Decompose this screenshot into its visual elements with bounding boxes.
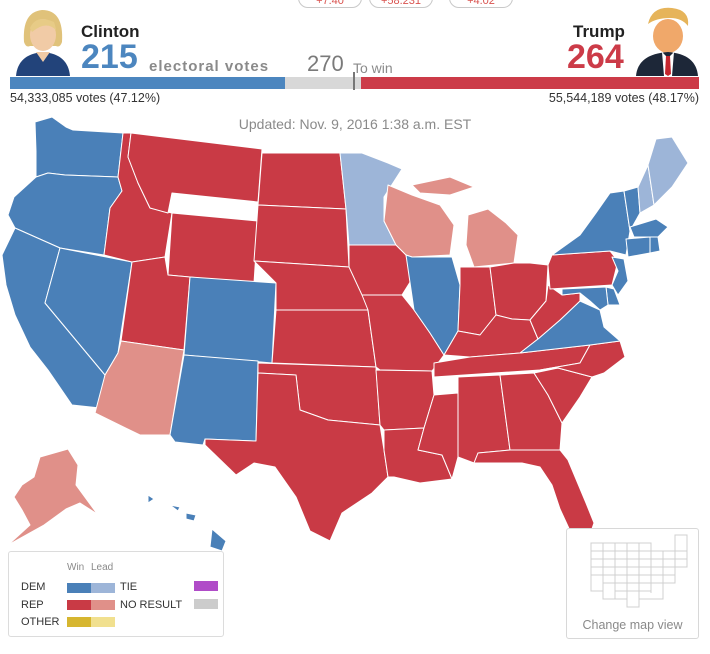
legend-no-result-label: NO RESULT	[120, 599, 183, 611]
state-MN[interactable]	[339, 152, 403, 246]
electoral-votes-label: electoral votes	[149, 58, 270, 75]
legend-dem-label: DEM	[21, 581, 46, 593]
uncalled-bar	[285, 77, 361, 89]
state-WY[interactable]	[167, 212, 259, 284]
state-KS[interactable]	[271, 309, 377, 368]
state-NJ[interactable]	[611, 256, 629, 296]
state-NM[interactable]	[169, 354, 259, 446]
threshold-number: 270	[307, 51, 344, 76]
legend-other-lead-swatch	[91, 617, 115, 627]
state-MI[interactable]	[411, 176, 519, 268]
threshold-marker	[353, 72, 355, 90]
legend-tie-label: TIE	[120, 581, 138, 593]
state-SD[interactable]	[253, 204, 350, 268]
state-RI[interactable]	[649, 236, 661, 254]
map-legend: Win Lead DEM REP OTHER TIE NO RESULT	[8, 551, 224, 637]
legend-rep-label: REP	[21, 599, 44, 611]
state-MD[interactable]	[561, 286, 609, 311]
trump-electoral-votes: 264	[567, 38, 624, 76]
us-electoral-map	[1, 116, 689, 552]
updated-timestamp: Updated: Nov. 9, 2016 1:38 a.m. EST	[238, 116, 472, 132]
top-pill-2[interactable]: +58.231	[369, 0, 433, 8]
clinton-electoral-votes: 215	[81, 38, 138, 76]
threshold-label: To win	[353, 60, 393, 76]
state-NC[interactable]	[539, 340, 626, 378]
top-pill-3[interactable]: +4.02	[449, 0, 513, 8]
legend-no-result-swatch	[194, 599, 218, 609]
change-map-view-button[interactable]: Change map view	[566, 528, 699, 639]
state-MT[interactable]	[127, 132, 263, 214]
state-AZ[interactable]	[94, 340, 185, 436]
legend-win-header: Win	[67, 562, 85, 573]
change-map-view-label: Change map view	[582, 618, 683, 632]
grid-map-icon	[590, 534, 688, 608]
clinton-name: Clinton	[81, 22, 140, 41]
state-PA[interactable]	[547, 250, 619, 290]
legend-other-label: OTHER	[21, 616, 60, 628]
state-NY[interactable]	[551, 190, 631, 256]
state-CO[interactable]	[183, 276, 277, 364]
legend-dem-win-swatch	[67, 583, 91, 593]
state-CT[interactable]	[625, 236, 651, 258]
legend-rep-win-swatch	[67, 600, 91, 610]
state-FL[interactable]	[473, 449, 595, 541]
trump-progress-bar	[361, 77, 699, 89]
trump-popular-votes: 55,544,189 votes (48.17%)	[548, 91, 699, 105]
state-TX[interactable]	[204, 372, 389, 542]
state-MA[interactable]	[629, 218, 669, 238]
trump-name: Trump	[573, 22, 625, 41]
clinton-popular-votes: 54,333,085 votes (47.12%)	[10, 91, 161, 105]
legend-dem-lead-swatch	[91, 583, 115, 593]
state-ND[interactable]	[257, 152, 347, 210]
clinton-progress-bar	[10, 77, 285, 89]
legend-lead-header: Lead	[91, 562, 114, 573]
legend-other-win-swatch	[67, 617, 91, 627]
state-WI[interactable]	[383, 184, 455, 258]
state-IA[interactable]	[348, 244, 413, 296]
trump-avatar	[632, 2, 702, 76]
state-AK[interactable]	[7, 448, 119, 546]
state-HI[interactable]	[147, 494, 227, 552]
clinton-avatar	[10, 2, 76, 76]
legend-rep-lead-swatch	[91, 600, 115, 610]
top-pill-1[interactable]: +7.40	[298, 0, 362, 8]
legend-tie-swatch	[194, 581, 218, 591]
state-ME[interactable]	[647, 136, 689, 206]
state-AR[interactable]	[375, 369, 435, 431]
